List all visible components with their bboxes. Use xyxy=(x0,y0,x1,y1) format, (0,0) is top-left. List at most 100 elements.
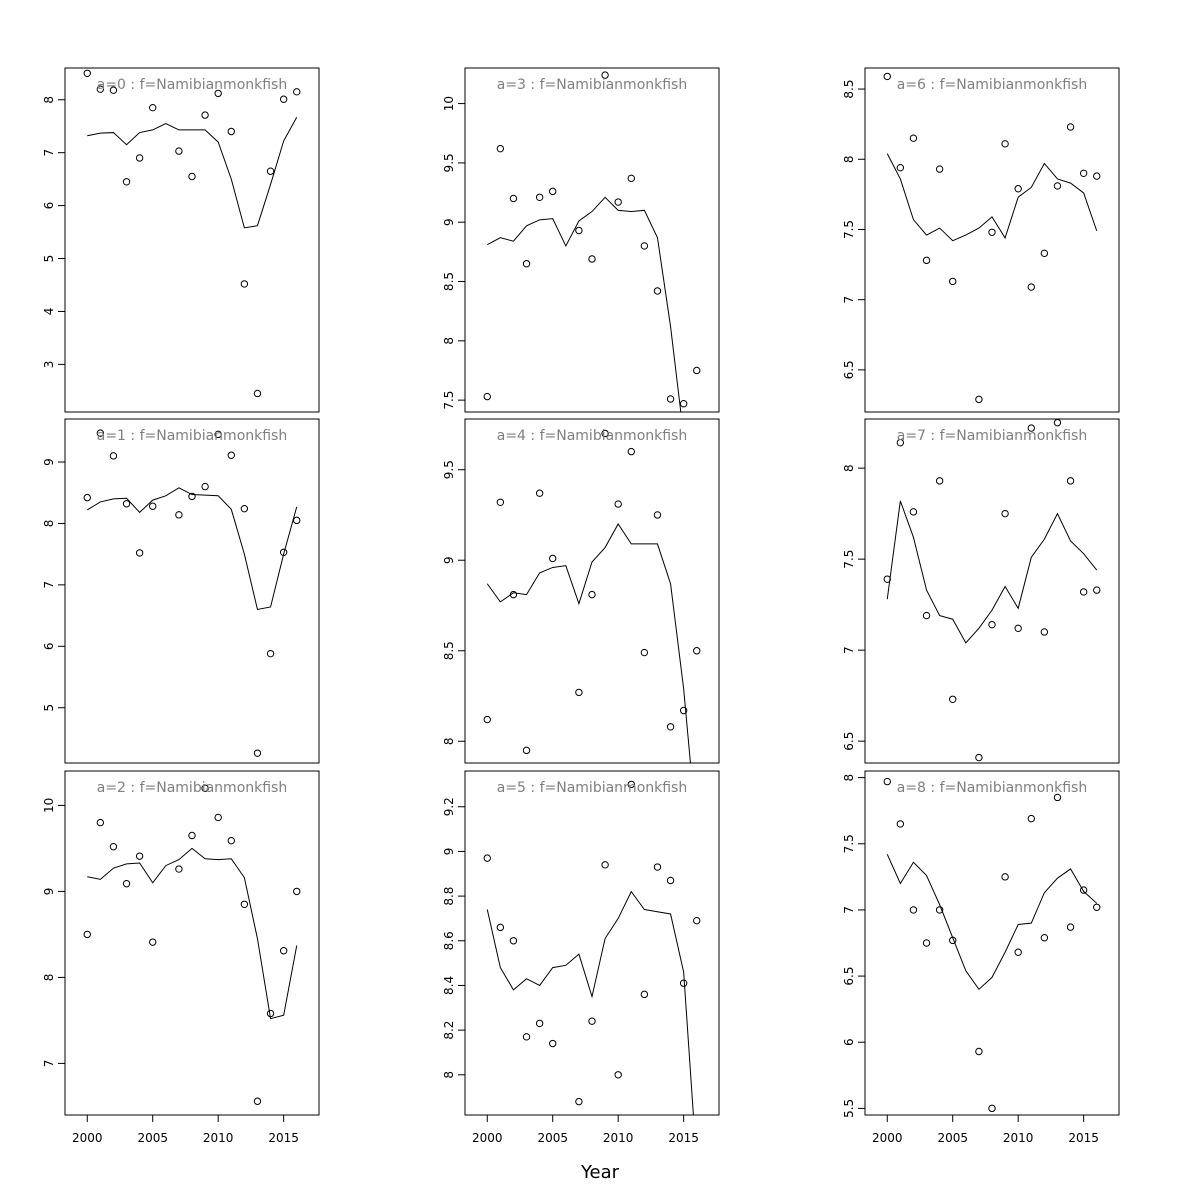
observed-point xyxy=(975,753,983,762)
fitted-line xyxy=(487,196,682,412)
observed-point xyxy=(588,1017,596,1025)
x-tick-label: 2010 xyxy=(1003,1131,1034,1145)
observed-point xyxy=(1053,182,1062,190)
x-tick-label: 2015 xyxy=(1068,1131,1099,1145)
y-tick-label: 8.5 xyxy=(442,641,456,660)
observed-point xyxy=(509,937,518,945)
observed-point xyxy=(1079,169,1088,178)
observed-point xyxy=(109,842,118,851)
observed-point xyxy=(122,879,131,888)
panel-data xyxy=(883,419,1101,762)
observed-point xyxy=(227,451,235,459)
observed-point xyxy=(227,836,235,845)
observed-point xyxy=(1040,249,1049,258)
fitted-line xyxy=(86,487,298,611)
observed-point xyxy=(266,167,275,175)
observed-point xyxy=(922,939,931,947)
observed-point xyxy=(1027,814,1035,823)
y-tick-label: 6.5 xyxy=(842,732,856,751)
y-tick-label: 4 xyxy=(42,308,56,316)
observed-point xyxy=(988,620,996,629)
observed-point xyxy=(83,930,91,939)
fitted-line xyxy=(486,890,694,1115)
y-tick-label: 7.5 xyxy=(442,391,456,410)
x-tick-label: 2005 xyxy=(137,1131,168,1145)
observed-point xyxy=(293,516,301,525)
observed-point xyxy=(909,134,918,142)
observed-point xyxy=(1066,123,1075,131)
observed-point xyxy=(949,695,957,703)
observed-point xyxy=(601,861,609,869)
observed-point xyxy=(666,876,675,885)
y-tick-label: 7 xyxy=(42,149,56,157)
observed-point xyxy=(909,906,918,914)
observed-point xyxy=(1079,588,1088,596)
panel-data xyxy=(883,777,1101,1113)
observed-point xyxy=(214,430,222,439)
observed-point xyxy=(279,947,288,955)
observed-point xyxy=(227,127,235,136)
panel-title: a=5 : f=Namibianmonkfish xyxy=(497,780,687,796)
panel-data xyxy=(83,69,301,398)
x-tick-label: 2015 xyxy=(668,1131,699,1145)
observed-point xyxy=(1079,886,1088,894)
y-tick-label: 8 xyxy=(42,520,56,528)
y-tick-label: 7.5 xyxy=(842,550,856,569)
observed-point xyxy=(1014,948,1022,956)
y-tick-label: 9.5 xyxy=(442,153,456,172)
observed-point xyxy=(922,611,931,620)
observed-point xyxy=(1027,424,1035,432)
observed-point xyxy=(679,399,688,408)
panel-data xyxy=(83,429,301,757)
observed-point xyxy=(653,511,662,519)
observed-point xyxy=(935,906,944,914)
observed-point xyxy=(1053,793,1062,802)
y-tick-label: 7 xyxy=(842,906,856,914)
y-tick-label: 6 xyxy=(42,202,56,210)
observed-point xyxy=(627,174,635,183)
panel-frame xyxy=(64,770,320,1116)
observed-point xyxy=(201,784,209,792)
observed-point xyxy=(614,198,622,206)
observed-point xyxy=(1066,923,1075,931)
y-tick-label: 10 xyxy=(442,96,456,111)
panel-frame xyxy=(464,418,720,764)
observed-point xyxy=(679,979,688,987)
observed-point xyxy=(188,492,196,501)
observed-point xyxy=(96,85,105,93)
observed-point xyxy=(693,366,701,375)
y-tick-label: 9 xyxy=(42,888,56,896)
y-tick-label: 7 xyxy=(42,1060,56,1068)
observed-point xyxy=(522,1033,531,1041)
observed-point xyxy=(1066,477,1075,485)
panels: 3 4 5 6 7 8 a=0 : f=Namibianmonkfish 5 6 7 8 9 a=1 :… xyxy=(42,67,1120,1145)
y-tick-label: 5 xyxy=(42,704,56,712)
panel-6: 6.5 7 7.5 8 8.5 a=6 : f=Namibianmonkfish xyxy=(842,67,1120,413)
observed-point xyxy=(122,178,131,186)
y-tick-label: 3 xyxy=(42,361,56,369)
observed-point xyxy=(293,88,301,96)
panel-frame xyxy=(864,770,1120,1116)
observed-point xyxy=(240,280,249,288)
panel-7: 6.5 7 7.5 8 a=7 : f=Namibianmonkfish xyxy=(842,418,1120,764)
panel-data xyxy=(883,72,1101,404)
x-tick-label: 2010 xyxy=(203,1131,234,1145)
observed-point xyxy=(1040,628,1049,636)
observed-point xyxy=(109,86,118,94)
panel-5: 8 8.2 8.4 8.6 8.8 9 9.2 2000 2005 2010 2015 a=5 : f… xyxy=(442,770,720,1145)
panel-frame xyxy=(464,67,720,413)
y-tick-label: 5.5 xyxy=(842,1099,856,1118)
observed-point xyxy=(614,1071,622,1079)
y-tick-label: 6.5 xyxy=(842,967,856,986)
x-tick-label: 2005 xyxy=(937,1131,968,1145)
observed-point xyxy=(1093,586,1101,594)
y-tick-label: 9 xyxy=(42,458,56,466)
observed-point xyxy=(640,242,649,250)
observed-point xyxy=(975,1047,983,1056)
observed-point xyxy=(240,504,249,513)
observed-point xyxy=(188,172,196,181)
y-tick-label: 8.5 xyxy=(442,272,456,291)
observed-point xyxy=(240,900,249,908)
